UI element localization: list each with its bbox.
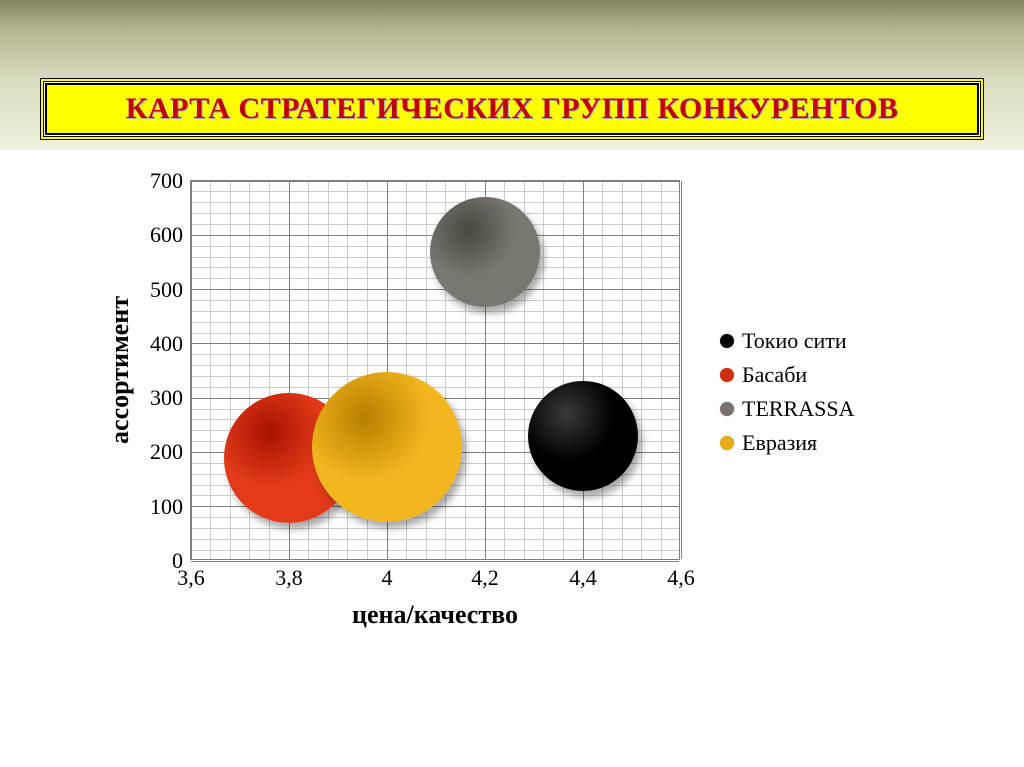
grid-minor-h	[191, 528, 679, 529]
grid-minor-h	[191, 300, 679, 301]
grid-major-h	[191, 561, 679, 562]
title-frame: КАРТА СТРАТЕГИЧЕСКИХ ГРУПП КОНКУРЕНТОВ	[40, 78, 984, 140]
grid-minor-h	[191, 202, 679, 203]
grid-major-h	[191, 343, 679, 344]
bubble	[312, 372, 462, 522]
y-tick-label: 400	[150, 331, 191, 357]
grid-minor-h	[191, 539, 679, 540]
legend-item: Басаби	[720, 362, 854, 388]
grid-major-h	[191, 181, 679, 182]
x-tick-label: 4,6	[667, 559, 695, 591]
x-tick-label: 4,4	[569, 559, 597, 591]
bubble	[528, 381, 638, 491]
grid-minor-h	[191, 224, 679, 225]
grid-major-v	[681, 181, 682, 559]
grid-minor-v	[210, 181, 211, 559]
legend-item: Токио сити	[720, 328, 854, 354]
legend-item: Евразия	[720, 430, 854, 456]
grid-minor-h	[191, 278, 679, 279]
grid-minor-v	[230, 181, 231, 559]
chart: 3,63,844,24,44,60100200300400500600700 а…	[80, 170, 950, 670]
grid-minor-h	[191, 333, 679, 334]
y-tick-label: 100	[150, 494, 191, 520]
grid-minor-v	[602, 181, 603, 559]
grid-major-v	[583, 181, 584, 559]
grid-minor-h	[191, 376, 679, 377]
x-tick-label: 3,8	[275, 559, 303, 591]
legend-label: Евразия	[742, 430, 817, 456]
grid-minor-v	[641, 181, 642, 559]
legend: Токио сити Басаби TERRASSA Евразия	[720, 320, 854, 464]
x-tick-label: 4,2	[471, 559, 499, 591]
legend-item: TERRASSA	[720, 396, 854, 422]
y-tick-label: 0	[172, 548, 191, 574]
legend-label: TERRASSA	[742, 396, 854, 422]
grid-minor-v	[661, 181, 662, 559]
grid-major-h	[191, 289, 679, 290]
legend-marker-icon	[720, 436, 734, 450]
grid-minor-v	[622, 181, 623, 559]
y-axis-title: ассортимент	[105, 296, 135, 444]
plot-area: 3,63,844,24,44,60100200300400500600700	[190, 180, 680, 560]
x-tick-label: 4	[382, 559, 393, 591]
legend-label: Токио сити	[742, 328, 847, 354]
grid-minor-v	[543, 181, 544, 559]
y-tick-label: 200	[150, 439, 191, 465]
grid-minor-h	[191, 311, 679, 312]
legend-marker-icon	[720, 402, 734, 416]
legend-label: Басаби	[742, 362, 807, 388]
bubble	[430, 197, 540, 307]
legend-marker-icon	[720, 368, 734, 382]
slide: КАРТА СТРАТЕГИЧЕСКИХ ГРУПП КОНКУРЕНТОВ 3…	[0, 0, 1024, 767]
y-tick-label: 500	[150, 277, 191, 303]
y-tick-label: 300	[150, 385, 191, 411]
grid-minor-h	[191, 550, 679, 551]
grid-minor-h	[191, 354, 679, 355]
slide-title: КАРТА СТРАТЕГИЧЕСКИХ ГРУПП КОНКУРЕНТОВ	[126, 92, 899, 126]
legend-marker-icon	[720, 334, 734, 348]
grid-minor-v	[563, 181, 564, 559]
grid-minor-h	[191, 213, 679, 214]
grid-minor-h	[191, 191, 679, 192]
y-tick-label: 600	[150, 222, 191, 248]
y-tick-label: 700	[150, 168, 191, 194]
x-axis-title: цена/качество	[352, 600, 518, 630]
grid-minor-h	[191, 322, 679, 323]
grid-minor-h	[191, 365, 679, 366]
